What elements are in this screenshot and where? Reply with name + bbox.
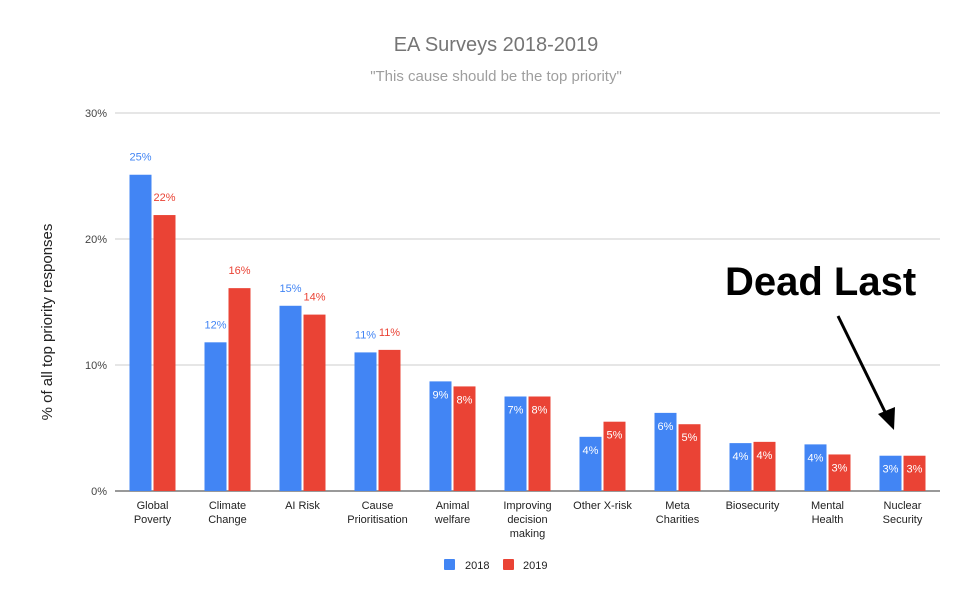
data-label: 22%	[153, 192, 175, 204]
bar-2019	[453, 386, 476, 491]
data-label: 25%	[129, 152, 151, 164]
x-tick-label: Charities	[656, 514, 700, 526]
chart-title: EA Surveys 2018-2019	[394, 34, 599, 56]
legend-swatch-2018	[444, 559, 455, 570]
x-tick-label: Cause	[362, 500, 394, 512]
bar-2018	[129, 174, 152, 492]
legend: 2018 2019	[444, 559, 547, 572]
y-tick-label: 30%	[85, 108, 107, 120]
x-tick-label: decision	[507, 514, 547, 526]
data-label: 3%	[907, 464, 923, 476]
data-label: 6%	[658, 421, 674, 433]
y-axis-label: % of all top priority responses	[39, 224, 56, 421]
y-tick-label: 20%	[85, 234, 107, 246]
legend-swatch-2019	[503, 559, 514, 570]
bar-2019	[303, 314, 326, 491]
data-label: 16%	[228, 265, 250, 277]
x-tick-label: Health	[812, 514, 844, 526]
x-tick-label: Meta	[665, 500, 690, 512]
bar-2019	[828, 454, 851, 491]
bar-2019	[378, 349, 401, 491]
x-tick-label: Poverty	[134, 514, 172, 526]
bar-2018	[204, 342, 227, 491]
data-label: 4%	[808, 452, 824, 464]
x-tick-label: welfare	[434, 514, 470, 526]
data-label: 4%	[733, 451, 749, 463]
chart-subtitle: "This cause should be the top priority"	[370, 68, 622, 85]
x-tick-label: Prioritisation	[347, 514, 408, 526]
bar-2019	[228, 288, 251, 491]
y-tick-label: 0%	[91, 486, 107, 498]
bar-2018	[879, 455, 902, 491]
x-tick-label: Mental	[811, 500, 844, 512]
data-label: 4%	[583, 445, 599, 457]
data-label: 3%	[883, 464, 899, 476]
x-tick-label: Global	[137, 500, 169, 512]
legend-label-2019: 2019	[523, 560, 547, 572]
data-label: 4%	[757, 450, 773, 462]
bar-2018	[654, 412, 677, 491]
x-tick-label: Security	[883, 514, 923, 526]
x-tick-label: Improving	[503, 500, 551, 512]
bar-2018	[279, 305, 302, 491]
annotation-text: Dead Last	[725, 260, 916, 304]
data-label: 8%	[532, 405, 548, 417]
data-label: 14%	[303, 292, 325, 304]
bar-2018	[429, 381, 452, 491]
bar-2019	[678, 424, 701, 491]
data-label: 7%	[508, 405, 524, 417]
data-label: 15%	[279, 283, 301, 295]
bar-2018	[729, 443, 752, 491]
bar-2019	[753, 441, 776, 491]
annotation-arrow	[836, 315, 895, 430]
y-tick-label: 10%	[85, 360, 107, 372]
data-label: 3%	[832, 462, 848, 474]
bar-2019	[603, 421, 626, 491]
bar-2019	[903, 455, 926, 491]
data-label: 5%	[607, 430, 623, 442]
data-label: 9%	[433, 389, 449, 401]
data-label: 5%	[682, 432, 698, 444]
x-tick-label: Animal	[436, 500, 470, 512]
x-tick-label: Biosecurity	[726, 500, 780, 512]
x-tick-label: Other X-risk	[573, 500, 632, 512]
x-tick-label: Nuclear	[884, 500, 922, 512]
x-tick-label: Climate	[209, 500, 246, 512]
x-tick-label: AI Risk	[285, 500, 320, 512]
bar-2018	[579, 436, 602, 491]
bar-2019	[528, 396, 551, 491]
data-label: 8%	[457, 394, 473, 406]
data-label: 11%	[355, 329, 376, 341]
x-tick-label: Change	[208, 514, 247, 526]
legend-label-2018: 2018	[465, 560, 489, 572]
bar-2019	[153, 215, 176, 491]
bar-2018	[804, 444, 827, 491]
x-tick-label: making	[510, 528, 545, 540]
data-label: 11%	[379, 327, 400, 339]
bar-2018	[504, 396, 527, 491]
bar-2018	[354, 352, 377, 491]
data-label: 12%	[204, 319, 226, 331]
